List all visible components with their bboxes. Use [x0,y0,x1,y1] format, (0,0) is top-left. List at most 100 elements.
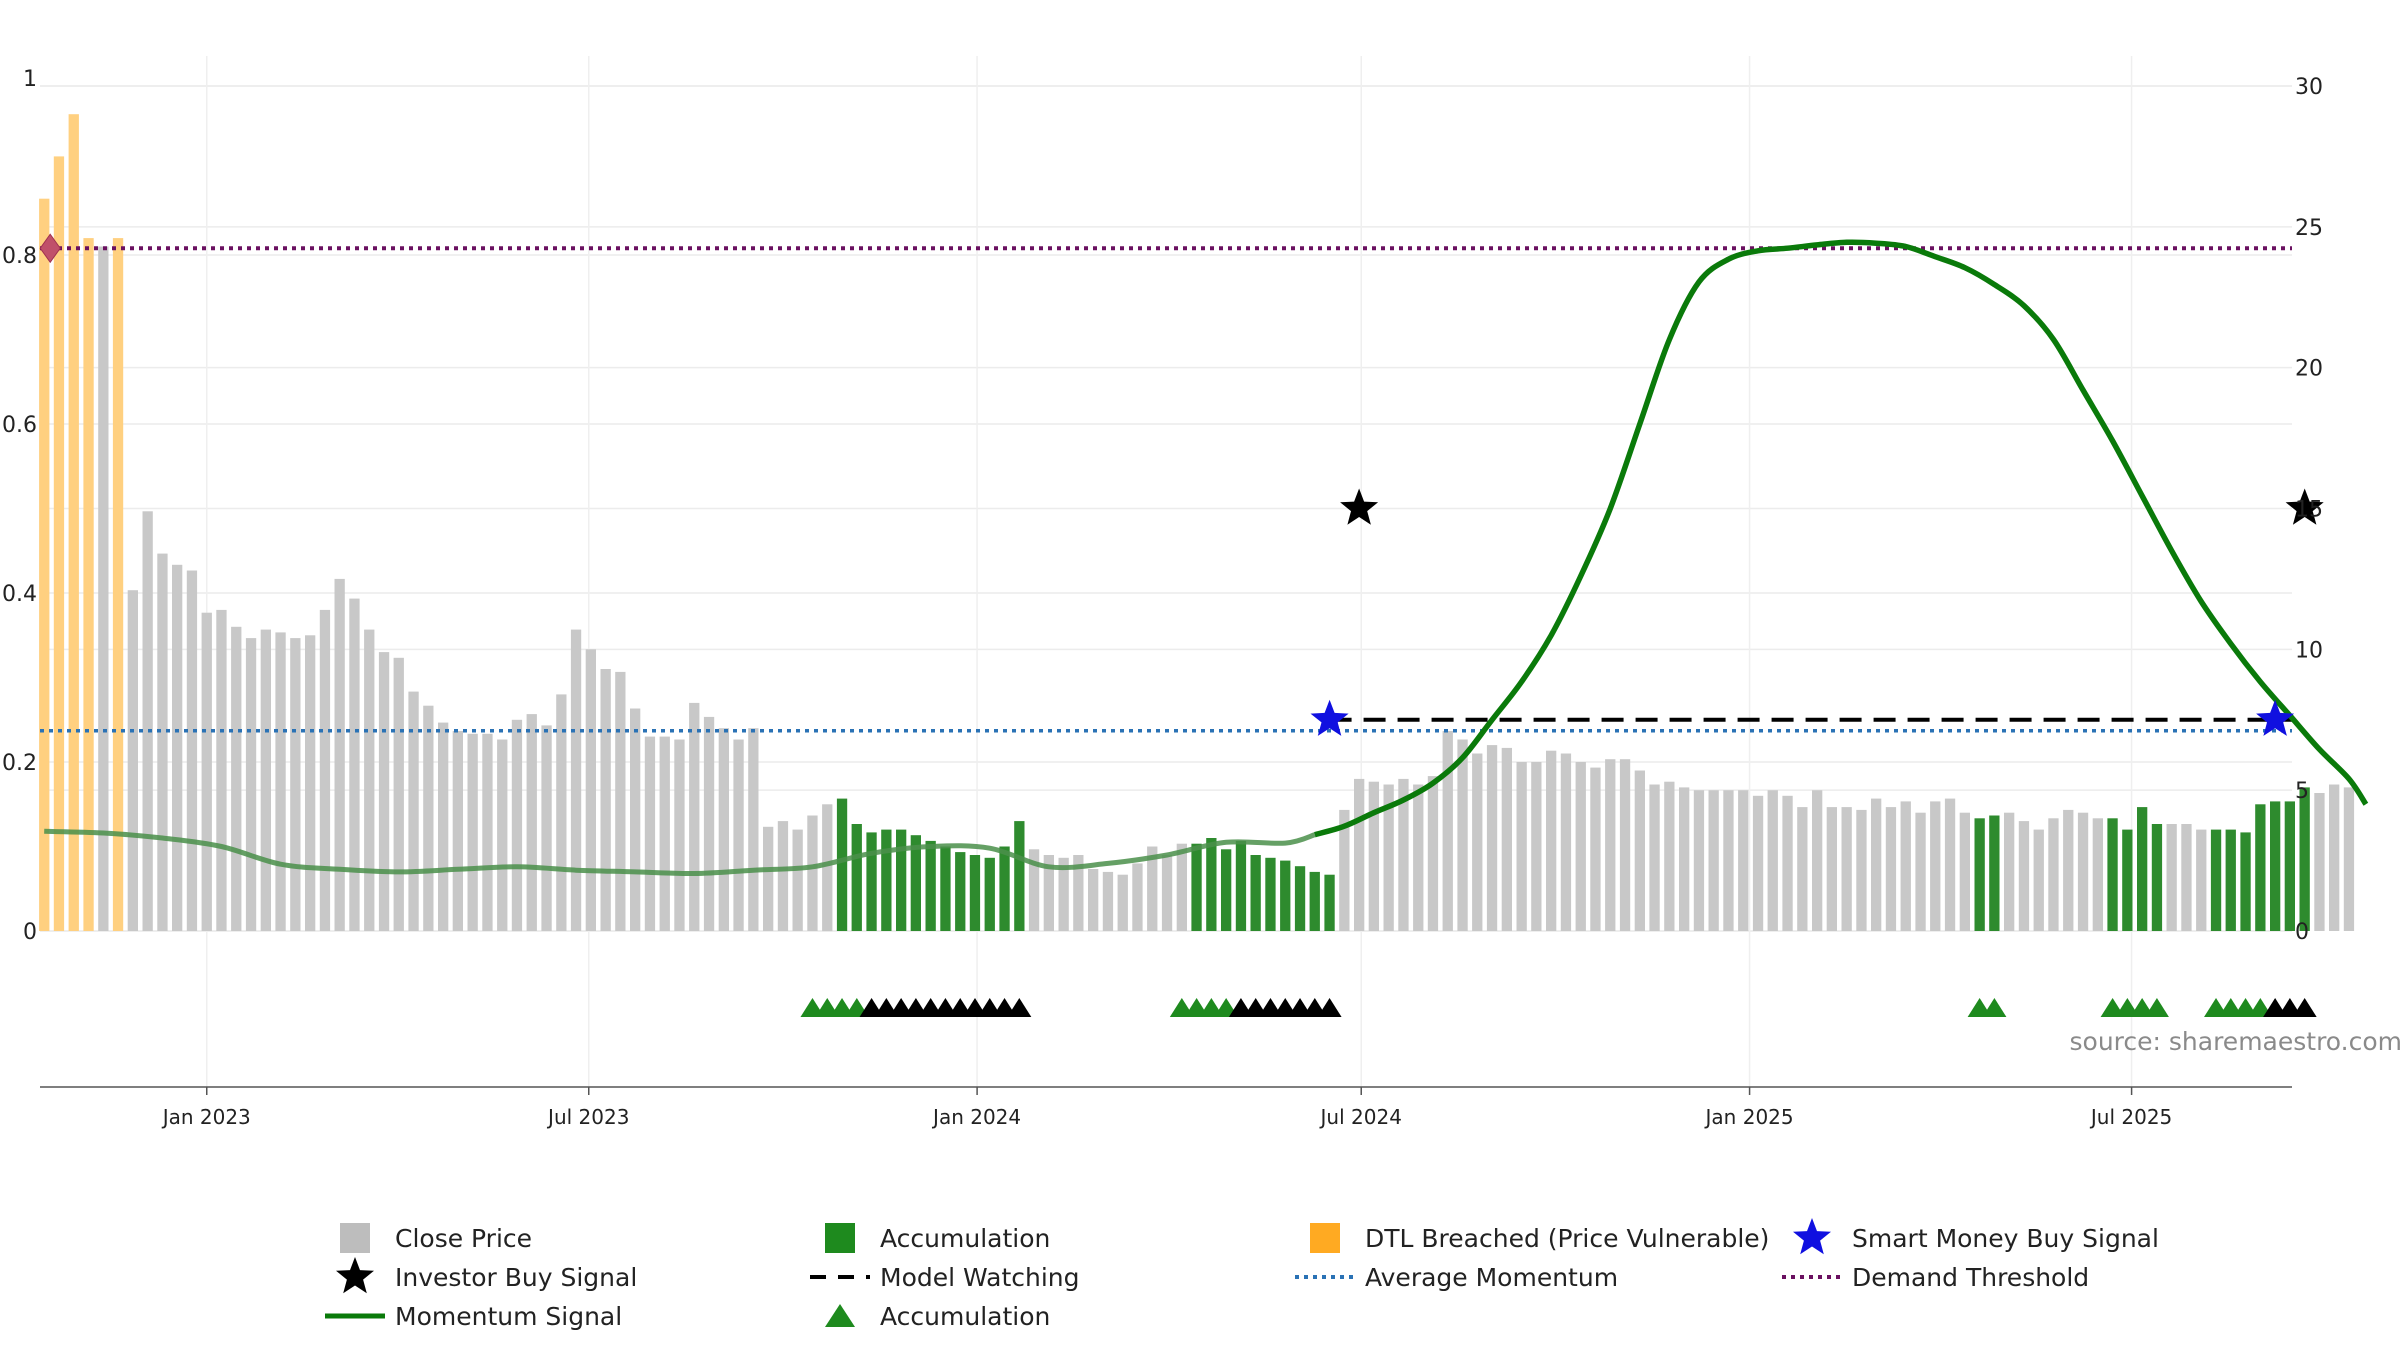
bar-accumulation-79 [1206,838,1216,931]
bar-close-123 [1856,810,1866,931]
left-axis-tick-0: 0 [23,920,37,945]
bar-accumulation-66 [1014,821,1024,931]
bar-close-105 [1590,768,1600,931]
legend-swatch-star [1793,1218,1831,1254]
bar-close-145 [2181,824,2191,931]
legend-item-9: Demand Threshold [1782,1263,2089,1292]
triangle-marker-accumulation-27 [1982,998,2006,1017]
bar-close-116 [1753,796,1763,931]
bar-close-9 [172,565,182,931]
bar-accumulation-147 [2211,830,2221,931]
bar-accumulation-85 [1295,866,1305,931]
bar-accumulation-58 [896,830,906,931]
legend-item-2: Momentum Signal [325,1302,622,1331]
left-axis-tick-2: 0.4 [2,582,37,607]
legend-label: Momentum Signal [395,1302,622,1331]
legend-label: Accumulation [880,1224,1050,1253]
legend: Close Price Investor Buy Signal Momentum S… [325,1218,2159,1331]
bar-close-53 [822,804,832,931]
legend-label: Investor Buy Signal [395,1263,637,1292]
bar-close-77 [1177,844,1187,931]
bar-close-33 [527,714,537,931]
bar-close-17 [290,638,300,931]
bar-series [39,114,2354,931]
bar-accumulation-149 [2240,832,2250,931]
investor-buy-star-0 [1340,489,1378,525]
left-axis-tick-4: 0.8 [2,244,37,269]
bar-close-45 [704,717,714,931]
bar-close-48 [748,728,758,931]
bar-close-101 [1531,762,1541,931]
bar-close-16 [275,632,285,931]
legend-swatch-square [340,1223,370,1253]
bar-close-127 [1915,813,1925,931]
bar-close-99 [1502,748,1512,931]
bar-close-46 [719,728,729,931]
bar-close-156 [2344,787,2354,931]
bar-close-15 [261,630,271,931]
bar-accumulation-54 [837,799,847,931]
bar-close-108 [1635,771,1645,932]
bar-close-36 [571,630,581,931]
bar-close-74 [1132,863,1142,931]
left-axis-tick-3: 0.6 [2,413,37,438]
bar-close-144 [2167,824,2177,931]
bar-close-38 [601,669,611,931]
triangle-marker-watch-38 [2293,998,2317,1017]
bar-accumulation-150 [2255,804,2265,931]
bar-close-118 [1782,796,1792,931]
legend-swatch-star [336,1257,374,1293]
bar-accumulation-64 [985,858,995,931]
triangle-marker-watch-14 [1007,998,1031,1017]
bar-close-32 [512,720,522,931]
bar-accumulation-57 [881,830,891,931]
bar-close-122 [1842,807,1852,931]
legend-label: Model Watching [880,1263,1080,1292]
bar-accumulation-81 [1236,841,1246,931]
bar-close-34 [541,725,551,931]
bar-close-98 [1487,745,1497,931]
date-tick-label-5: Jul 2025 [2089,1105,2172,1129]
legend-swatch-square [825,1223,855,1253]
bar-close-24 [394,658,404,931]
bar-close-117 [1768,790,1778,931]
bar-close-154 [2314,793,2324,931]
bar-accumulation-148 [2226,830,2236,931]
legend-label: Smart Money Buy Signal [1852,1224,2159,1253]
bar-close-124 [1871,799,1881,931]
bar-close-42 [660,737,670,931]
bar-close-29 [468,734,478,931]
bar-close-106 [1605,759,1615,931]
bar-close-112 [1694,790,1704,931]
legend-label: Demand Threshold [1852,1263,2089,1292]
bar-close-135 [2034,830,2044,931]
bar-close-138 [2078,813,2088,931]
bar-close-90 [1369,782,1379,931]
bar-dtl-1 [54,156,64,931]
bar-close-20 [335,579,345,931]
bar-accumulation-152 [2285,801,2295,931]
date-tick-label-0: Jan 2023 [161,1105,251,1129]
bar-accumulation-153 [2300,787,2310,931]
bar-close-7 [143,511,153,931]
left-axis-tick-5: 1 [23,67,37,92]
bar-close-73 [1118,875,1128,931]
bar-close-47 [733,740,743,932]
right-axis-tick-5: 25 [2295,216,2323,241]
bar-close-71 [1088,869,1098,931]
bar-close-100 [1517,762,1527,931]
bar-close-6 [128,590,138,931]
bar-accumulation-62 [955,852,965,931]
bar-close-109 [1649,785,1659,932]
bar-close-22 [364,630,374,931]
bar-close-31 [497,740,507,932]
bar-accumulation-86 [1310,872,1320,931]
bar-close-76 [1162,855,1172,931]
legend-label: Accumulation [880,1302,1050,1331]
bar-accumulation-83 [1265,858,1275,931]
bar-close-104 [1576,762,1586,931]
bar-close-111 [1679,787,1689,931]
legend-label: Close Price [395,1224,532,1253]
bar-close-102 [1546,751,1556,931]
